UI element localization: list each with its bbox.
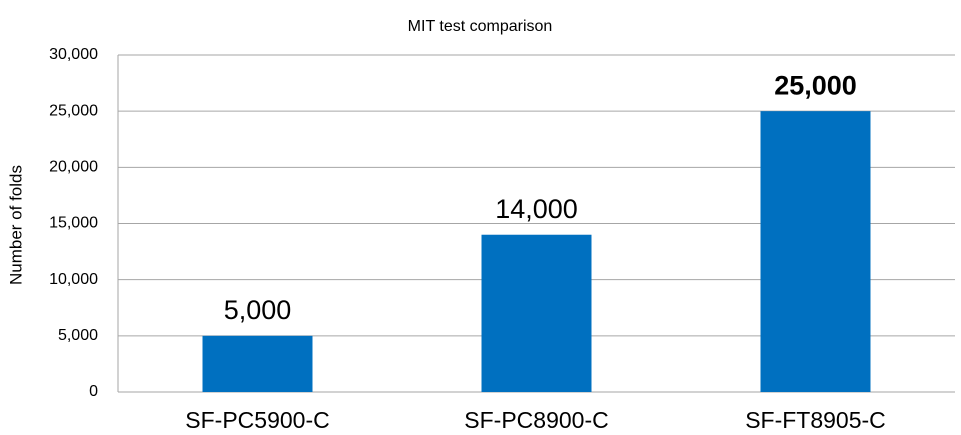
y-tick-label: 15,000 bbox=[49, 215, 98, 232]
bar bbox=[202, 335, 313, 392]
chart-title: MIT test comparison bbox=[408, 18, 553, 35]
y-tick-label: 0 bbox=[89, 383, 98, 400]
x-tick-label: SF-PC8900-C bbox=[464, 407, 608, 433]
value-label: 5,000 bbox=[224, 295, 292, 325]
value-label: 25,000 bbox=[774, 70, 857, 100]
y-tick-label: 5,000 bbox=[58, 327, 98, 344]
y-tick-label: 25,000 bbox=[49, 102, 98, 119]
y-tick-label: 10,000 bbox=[49, 271, 98, 288]
y-tick-label: 30,000 bbox=[49, 46, 98, 63]
x-tick-label: SF-PC5900-C bbox=[185, 407, 329, 433]
y-tick-label: 20,000 bbox=[49, 159, 98, 176]
y-axis-label: Number of folds bbox=[6, 165, 25, 285]
value-label: 14,000 bbox=[495, 194, 578, 224]
x-tick-label: SF-FT8905-C bbox=[745, 407, 886, 433]
bar bbox=[760, 111, 871, 393]
bar bbox=[481, 234, 592, 392]
